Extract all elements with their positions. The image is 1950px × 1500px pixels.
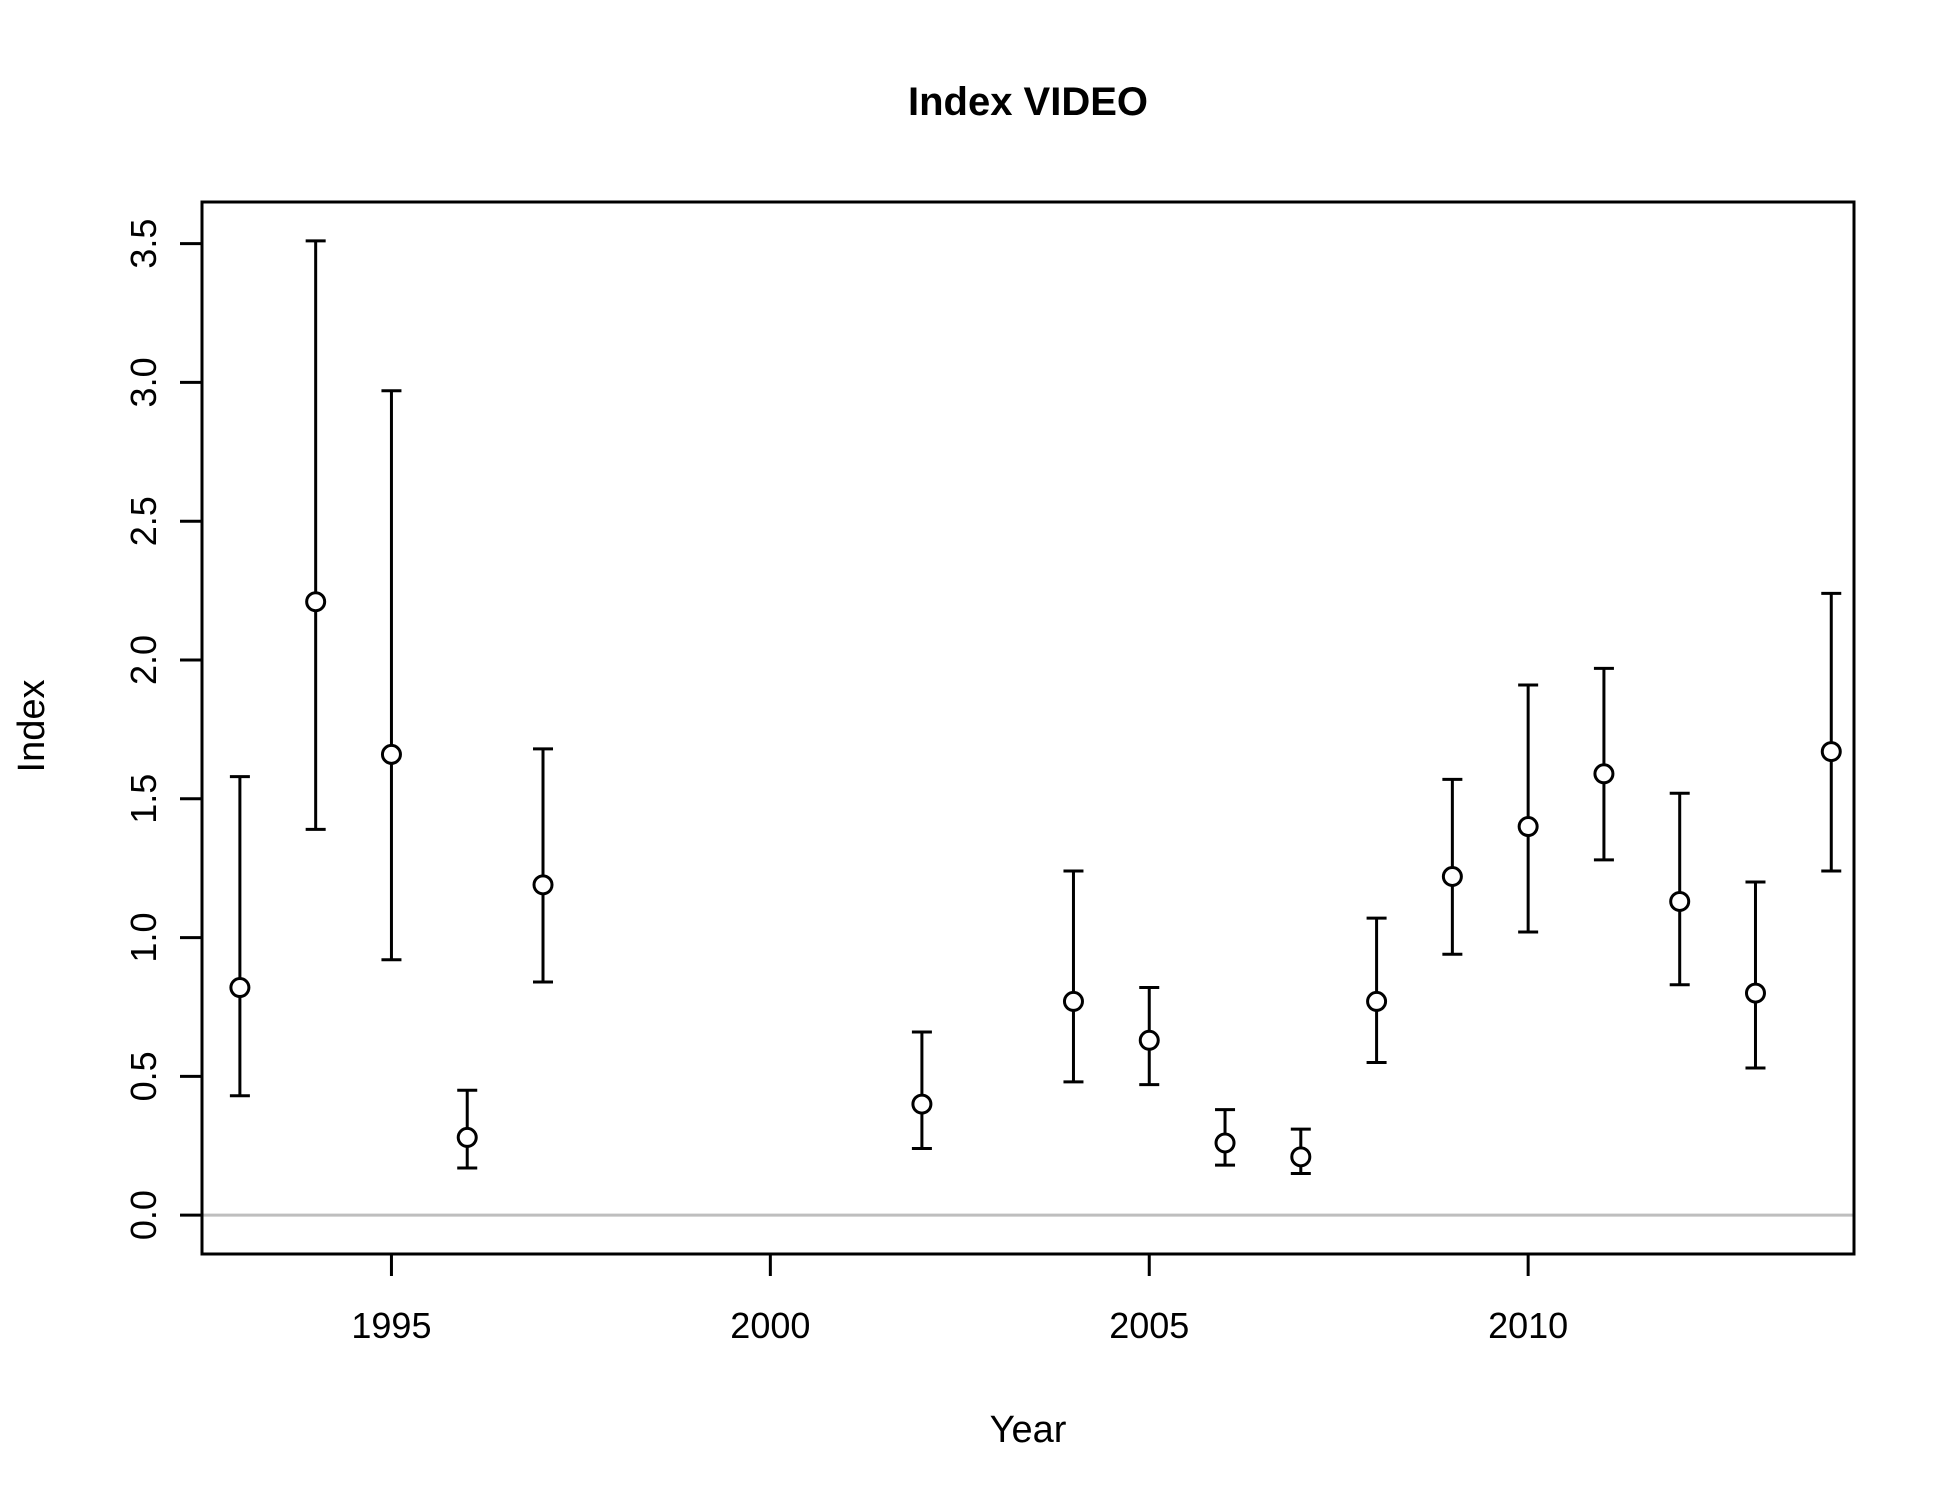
data-point <box>1062 990 1084 1012</box>
y-tick-label: 3.5 <box>123 219 164 269</box>
x-axis-label: Year <box>990 1409 1067 1451</box>
data-point-group <box>229 775 251 1098</box>
data-point <box>1820 741 1842 763</box>
data-point <box>1593 763 1615 785</box>
data-point-group <box>532 747 554 984</box>
data-point <box>1517 816 1539 838</box>
data-point-group <box>1214 1108 1236 1167</box>
data-point <box>305 591 327 613</box>
data-point <box>456 1126 478 1148</box>
data-point-group <box>1744 880 1766 1070</box>
x-tick-label: 2010 <box>1488 1305 1568 1346</box>
y-tick-label: 1.5 <box>123 774 164 824</box>
data-point-group <box>1593 666 1615 862</box>
data-point <box>1290 1146 1312 1168</box>
data-point <box>1744 982 1766 1004</box>
y-tick-label: 2.0 <box>123 635 164 685</box>
data-point <box>1138 1029 1160 1051</box>
plot-frame <box>200 200 1856 1256</box>
data-point <box>380 743 402 765</box>
y-tick-label: 0.5 <box>123 1051 164 1101</box>
data-point-group <box>1138 986 1160 1087</box>
data-point-group <box>911 1030 933 1151</box>
x-tick-label: 2005 <box>1109 1305 1189 1346</box>
data-point <box>911 1093 933 1115</box>
data-point <box>532 874 554 896</box>
data-point <box>229 977 251 999</box>
data-point-group <box>1441 777 1463 956</box>
data-point-group <box>305 239 327 831</box>
y-axis-label: Index <box>11 680 53 773</box>
data-point <box>1366 990 1388 1012</box>
x-tick-label: 1995 <box>351 1305 431 1346</box>
data-point-group <box>1366 916 1388 1064</box>
data-point-group <box>1669 791 1691 987</box>
y-tick-label: 2.5 <box>123 496 164 546</box>
data-point-group <box>456 1088 478 1170</box>
data-layer <box>229 239 1842 1176</box>
data-point-group <box>380 389 402 962</box>
data-point-group <box>1290 1127 1312 1176</box>
data-point <box>1669 890 1691 912</box>
data-point-group <box>1062 869 1084 1084</box>
chart-title: Index VIDEO <box>908 80 1148 124</box>
x-tick-label: 2000 <box>730 1305 810 1346</box>
data-point-group <box>1517 683 1539 934</box>
y-tick-label: 0.0 <box>123 1190 164 1240</box>
data-point <box>1214 1132 1236 1154</box>
y-tick-label: 3.0 <box>123 357 164 407</box>
data-point <box>1441 866 1463 888</box>
y-tick-label: 1.0 <box>123 913 164 963</box>
data-point-group <box>1820 591 1842 873</box>
